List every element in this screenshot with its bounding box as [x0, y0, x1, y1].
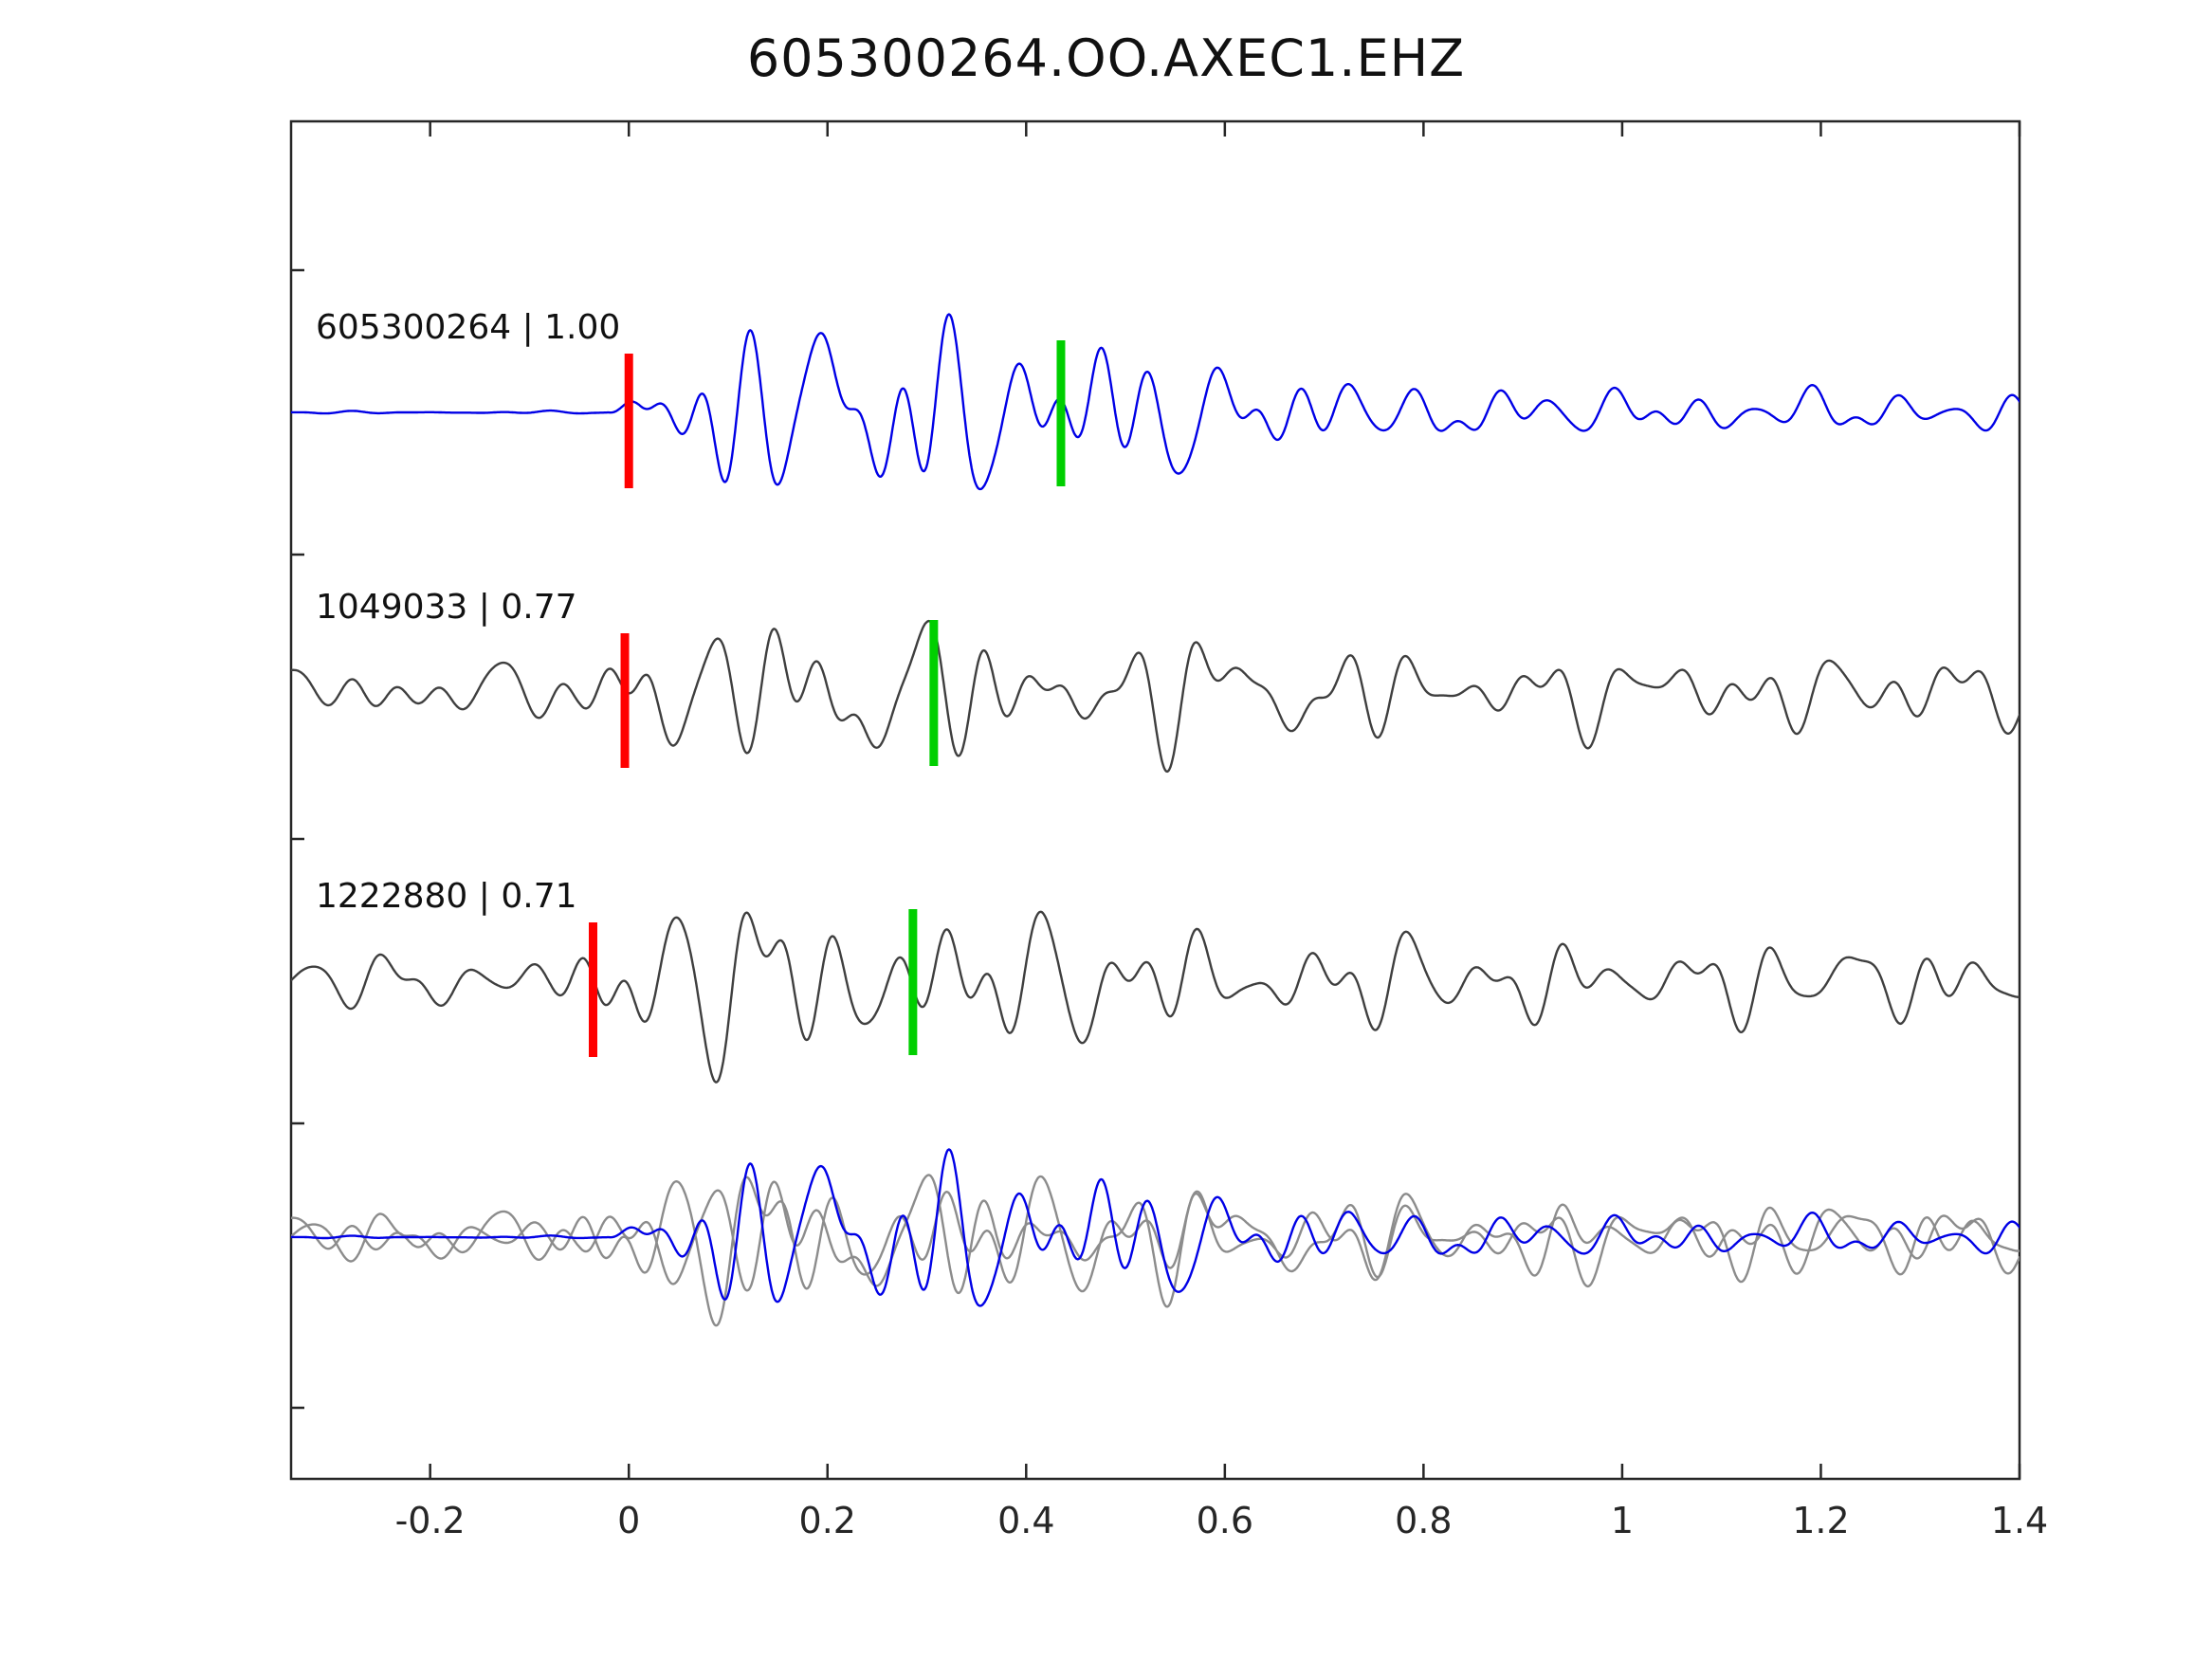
waveforms-group — [291, 313, 2020, 1327]
x-tick-label-0.8: 0.8 — [1395, 1500, 1453, 1541]
red-pick-marker-1222880 — [589, 922, 598, 1057]
green-pick-marker-1049033 — [929, 620, 939, 766]
waveform-trace-1049033 — [291, 619, 2020, 774]
x-tick-label-0.6: 0.6 — [1196, 1500, 1254, 1541]
trace-label-1049033: 1049033 | 0.77 — [316, 588, 577, 627]
x-tick-label--0.2: -0.2 — [394, 1500, 466, 1541]
waveform-trace-605300264 — [291, 313, 2020, 491]
red-pick-marker-1049033 — [620, 633, 630, 768]
x-tick-label-1.2: 1.2 — [1792, 1500, 1850, 1541]
trace-label-1222880: 1222880 | 0.71 — [316, 877, 577, 916]
overlay-trace-1222880 — [291, 1175, 2020, 1327]
overlay-trace-605300264 — [291, 1148, 2020, 1307]
x-tick-label-1: 1 — [1610, 1500, 1634, 1541]
chart-title: 605300264.OO.AXEC1.EHZ — [746, 28, 1466, 88]
x-tick-label-1.4: 1.4 — [1990, 1500, 2049, 1541]
plot-frame — [289, 119, 2021, 1481]
green-pick-marker-605300264 — [1056, 340, 1066, 486]
waveform-trace-1222880 — [291, 910, 2020, 1084]
red-pick-marker-605300264 — [624, 354, 633, 488]
green-pick-marker-1222880 — [908, 909, 918, 1055]
overlay-trace-1049033 — [291, 1174, 2020, 1308]
x-tick-label-0: 0 — [617, 1500, 641, 1541]
trace-label-605300264: 605300264 | 1.00 — [316, 308, 621, 347]
x-tick-label-0.4: 0.4 — [997, 1500, 1055, 1541]
x-tick-label-0.2: 0.2 — [798, 1500, 856, 1541]
